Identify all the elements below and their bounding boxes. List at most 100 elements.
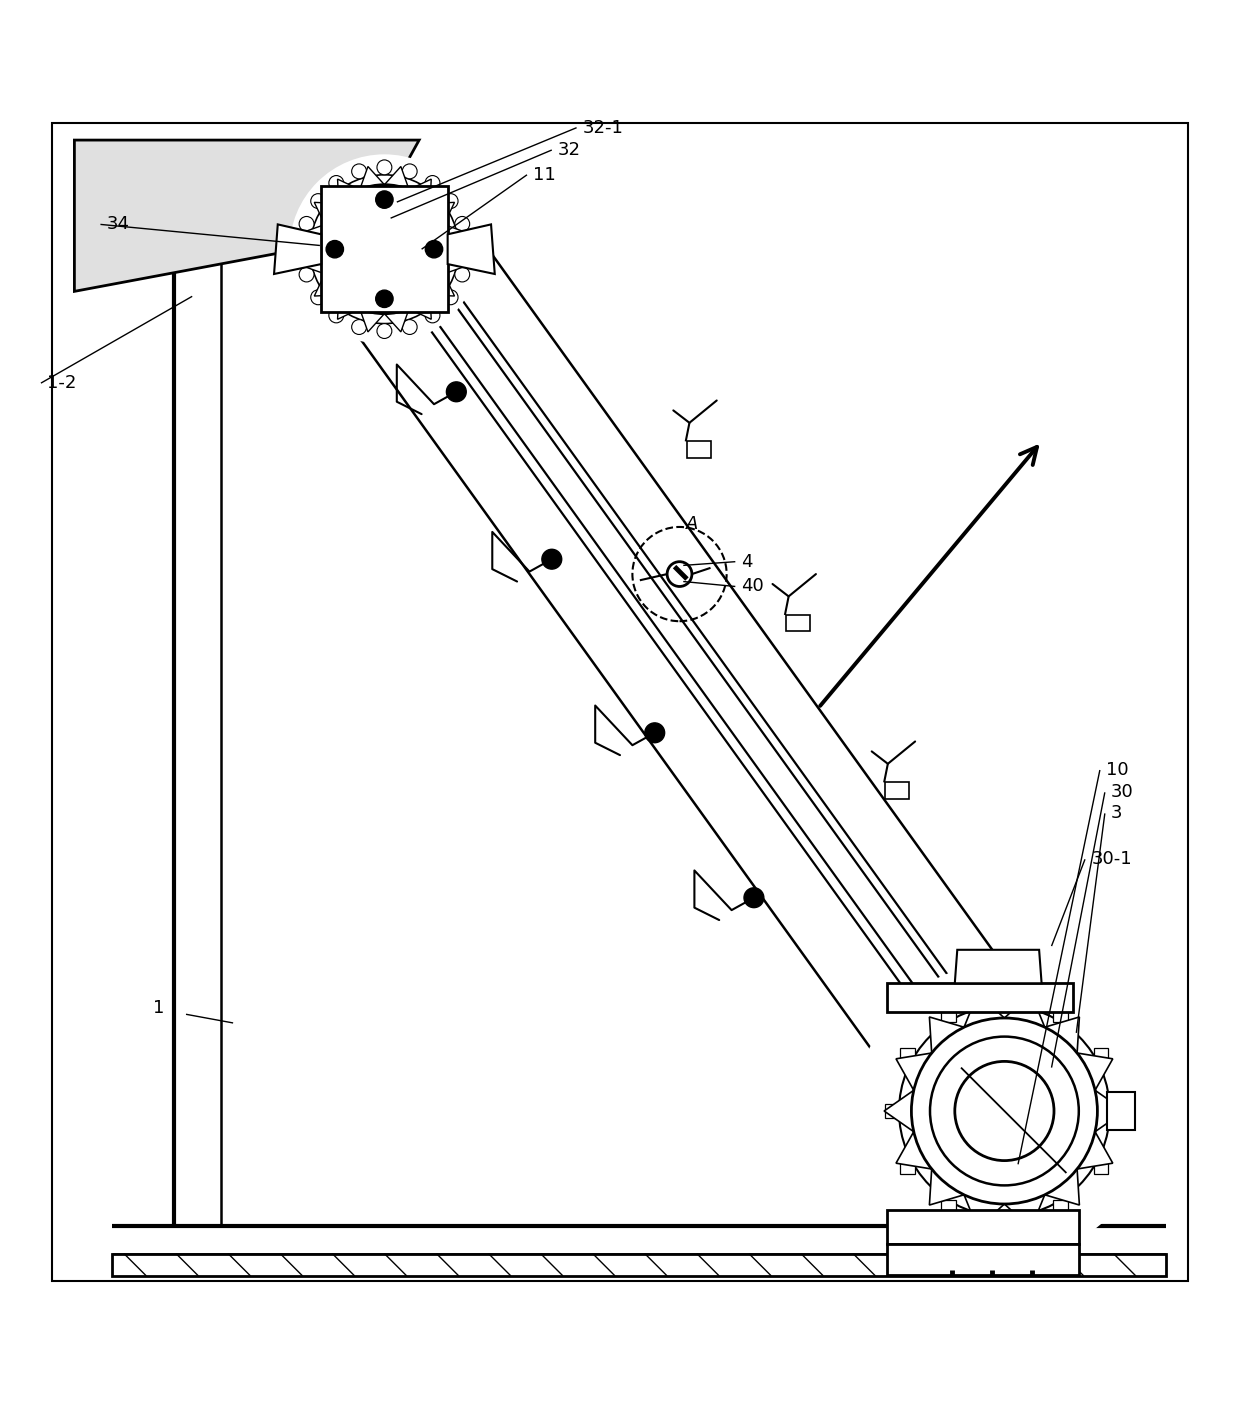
Polygon shape	[897, 1131, 931, 1170]
Circle shape	[911, 1018, 1097, 1204]
Text: 32-1: 32-1	[583, 119, 624, 137]
Text: A: A	[686, 515, 698, 534]
Text: 4: 4	[742, 552, 753, 571]
Polygon shape	[887, 983, 1073, 1012]
Circle shape	[377, 324, 392, 338]
Polygon shape	[327, 193, 441, 306]
Polygon shape	[430, 273, 455, 296]
Circle shape	[376, 191, 393, 208]
Polygon shape	[941, 1007, 956, 1022]
Polygon shape	[1045, 1017, 1079, 1054]
Polygon shape	[1045, 1170, 1079, 1205]
Polygon shape	[1004, 994, 1045, 1027]
Circle shape	[377, 160, 392, 174]
Polygon shape	[1078, 1054, 1112, 1090]
Polygon shape	[786, 615, 810, 632]
Text: 1-2: 1-2	[47, 374, 77, 392]
Circle shape	[299, 217, 314, 231]
Polygon shape	[887, 1243, 1079, 1274]
Polygon shape	[884, 1090, 914, 1131]
Polygon shape	[955, 950, 1042, 983]
Circle shape	[856, 963, 1153, 1260]
Polygon shape	[963, 994, 1004, 1027]
Circle shape	[311, 290, 326, 304]
Circle shape	[455, 217, 470, 231]
Text: 40: 40	[742, 578, 764, 596]
Polygon shape	[384, 167, 409, 190]
Circle shape	[744, 888, 764, 908]
Polygon shape	[1053, 1007, 1068, 1022]
Polygon shape	[301, 249, 325, 273]
Circle shape	[459, 242, 474, 256]
Circle shape	[299, 268, 314, 282]
Polygon shape	[997, 993, 1012, 1007]
Text: 11: 11	[533, 166, 556, 184]
Circle shape	[311, 194, 326, 208]
Circle shape	[295, 242, 310, 256]
Circle shape	[425, 307, 440, 323]
Polygon shape	[963, 1195, 1004, 1228]
Polygon shape	[314, 273, 339, 296]
Text: 30-1: 30-1	[1091, 850, 1132, 868]
Circle shape	[320, 184, 449, 314]
Polygon shape	[930, 1017, 963, 1054]
Polygon shape	[314, 202, 339, 225]
Circle shape	[352, 164, 367, 178]
Polygon shape	[887, 1211, 1079, 1243]
Circle shape	[455, 268, 470, 282]
Polygon shape	[687, 442, 711, 457]
Polygon shape	[301, 225, 325, 249]
Circle shape	[376, 290, 393, 307]
Circle shape	[337, 202, 432, 296]
Circle shape	[930, 1037, 1079, 1185]
Polygon shape	[1107, 1092, 1135, 1130]
Polygon shape	[444, 225, 467, 249]
Polygon shape	[112, 1253, 1166, 1276]
Polygon shape	[900, 1048, 915, 1062]
Polygon shape	[360, 309, 384, 331]
Circle shape	[289, 154, 479, 344]
Circle shape	[357, 222, 412, 276]
Polygon shape	[1094, 1160, 1109, 1174]
Circle shape	[425, 241, 443, 258]
Circle shape	[402, 320, 417, 334]
Text: 34: 34	[107, 215, 130, 234]
Polygon shape	[900, 1160, 915, 1174]
Circle shape	[899, 1005, 1110, 1216]
Text: 3: 3	[1111, 804, 1122, 823]
Circle shape	[542, 549, 562, 569]
Circle shape	[402, 164, 417, 178]
Polygon shape	[384, 309, 409, 331]
Polygon shape	[885, 783, 909, 799]
Polygon shape	[897, 1054, 931, 1090]
Circle shape	[352, 320, 367, 334]
Polygon shape	[930, 1170, 963, 1205]
Circle shape	[446, 382, 466, 402]
Polygon shape	[444, 249, 467, 273]
Polygon shape	[1053, 1201, 1068, 1215]
Polygon shape	[409, 295, 432, 320]
Polygon shape	[1094, 1048, 1109, 1062]
Polygon shape	[885, 1103, 900, 1119]
Polygon shape	[337, 295, 360, 320]
Polygon shape	[321, 185, 448, 313]
Polygon shape	[52, 123, 1188, 1281]
Polygon shape	[274, 224, 321, 275]
Polygon shape	[997, 1215, 1012, 1231]
Circle shape	[645, 724, 665, 743]
Text: 32: 32	[558, 142, 582, 159]
Text: 30: 30	[1111, 783, 1133, 801]
Circle shape	[329, 307, 343, 323]
Polygon shape	[448, 224, 495, 275]
Polygon shape	[360, 167, 384, 190]
Polygon shape	[430, 202, 455, 225]
Circle shape	[955, 1062, 1054, 1161]
Circle shape	[443, 290, 458, 304]
Polygon shape	[1109, 1103, 1123, 1119]
Circle shape	[425, 176, 440, 190]
Text: 10: 10	[1106, 760, 1128, 779]
Text: 1: 1	[153, 1000, 165, 1017]
Polygon shape	[1078, 1131, 1112, 1170]
Circle shape	[667, 562, 692, 586]
Polygon shape	[941, 1201, 956, 1215]
